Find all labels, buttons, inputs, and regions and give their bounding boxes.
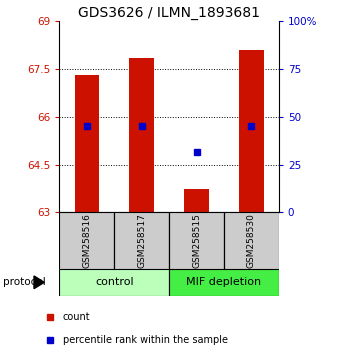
Bar (169, 269, 279, 296)
Bar (74, 75, 99, 212)
Bar (224, 212, 279, 269)
Text: protocol: protocol (3, 277, 46, 287)
Bar (59, 269, 169, 296)
Text: MIF depletion: MIF depletion (186, 277, 261, 287)
Text: percentile rank within the sample: percentile rank within the sample (63, 335, 228, 346)
Text: control: control (95, 277, 134, 287)
Text: GSM258530: GSM258530 (247, 213, 256, 268)
Text: GSM258517: GSM258517 (137, 213, 146, 268)
Bar (184, 189, 209, 212)
Bar (59, 212, 114, 269)
Text: GSM258515: GSM258515 (192, 213, 201, 268)
Bar (169, 212, 224, 269)
Text: GSM258516: GSM258516 (82, 213, 91, 268)
Bar (130, 58, 154, 212)
Text: count: count (63, 312, 90, 322)
Title: GDS3626 / ILMN_1893681: GDS3626 / ILMN_1893681 (78, 6, 260, 20)
Bar (239, 50, 264, 212)
Bar (114, 212, 169, 269)
